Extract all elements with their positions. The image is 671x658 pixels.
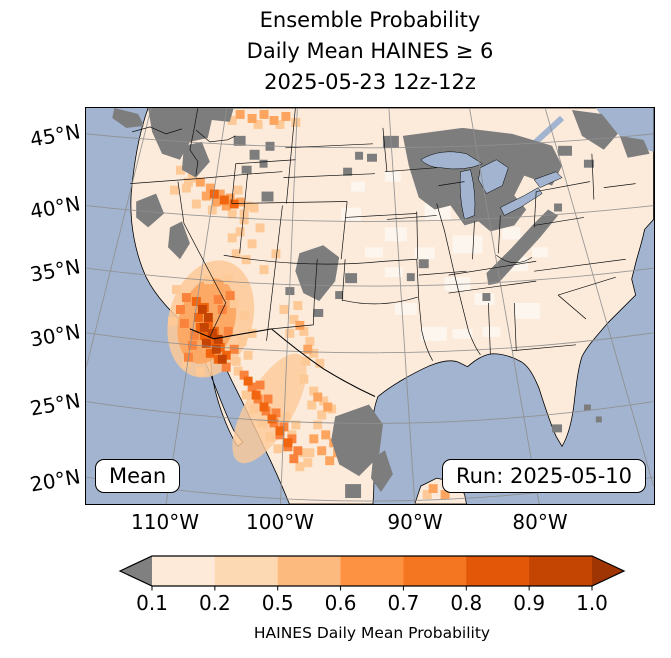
colorbar-segment — [403, 556, 467, 586]
run-label-box: Run: 2025-05-10 — [441, 459, 646, 493]
mean-label-box: Mean — [95, 459, 181, 493]
colorbar — [118, 555, 626, 591]
map-canvas — [86, 108, 654, 504]
lat-tick-label: 45°N — [28, 119, 83, 152]
colorbar-segment — [152, 556, 216, 586]
cells-max — [197, 305, 227, 364]
colorbar-tick-label: 0.8 — [450, 591, 483, 615]
colorbar-over-arrow — [592, 556, 624, 586]
colorbar-segment — [214, 556, 279, 586]
colorbar-tick-label: 0.9 — [513, 591, 546, 615]
lat-tick-label: 40°N — [28, 191, 83, 224]
lat-tick-label: 30°N — [28, 319, 83, 352]
lat-tick-label: 35°N — [28, 254, 83, 287]
colorbar-segment — [277, 556, 342, 586]
map-panel: Mean Run: 2025-05-10 — [85, 107, 655, 505]
figure-title: Ensemble Probability Daily Mean HAINES ≥… — [85, 5, 655, 98]
colorbar-tick-label: 0.1 — [136, 591, 168, 615]
title-line-3: 2025-05-23 12z-12z — [264, 70, 476, 94]
colorbar-segment — [340, 556, 405, 586]
lon-tick-label: 80°W — [512, 510, 568, 534]
colorbar-tick-label: 0.6 — [324, 591, 357, 615]
title-line-2: Daily Mean HAINES ≥ 6 — [246, 39, 494, 63]
title-line-1: Ensemble Probability — [259, 8, 481, 32]
lon-tick-label: 110°W — [131, 510, 199, 534]
lon-tick-label: 100°W — [246, 510, 314, 534]
lat-tick-label: 20°N — [28, 464, 83, 497]
lat-tick-label: 25°N — [28, 388, 83, 421]
colorbar-segment — [466, 556, 530, 586]
colorbar-tick-label: 0.7 — [387, 591, 420, 615]
colorbar-tick-label: 0.5 — [261, 591, 294, 615]
us-mexico-border — [189, 328, 376, 398]
colorbar-segment — [529, 556, 593, 586]
graticule — [86, 108, 654, 504]
vancouver-island — [112, 108, 145, 128]
colorbar-tick-label: 1.0 — [576, 591, 608, 615]
great-lakes — [420, 151, 563, 220]
colorbar-under-arrow — [120, 556, 152, 586]
state-borders — [130, 108, 636, 361]
colorbar-axis-label: HAINES Daily Mean Probability — [253, 624, 491, 642]
cells-medium — [195, 109, 450, 500]
colorbar-tick-label: 0.2 — [198, 591, 231, 615]
lon-tick-label: 90°W — [387, 510, 443, 534]
